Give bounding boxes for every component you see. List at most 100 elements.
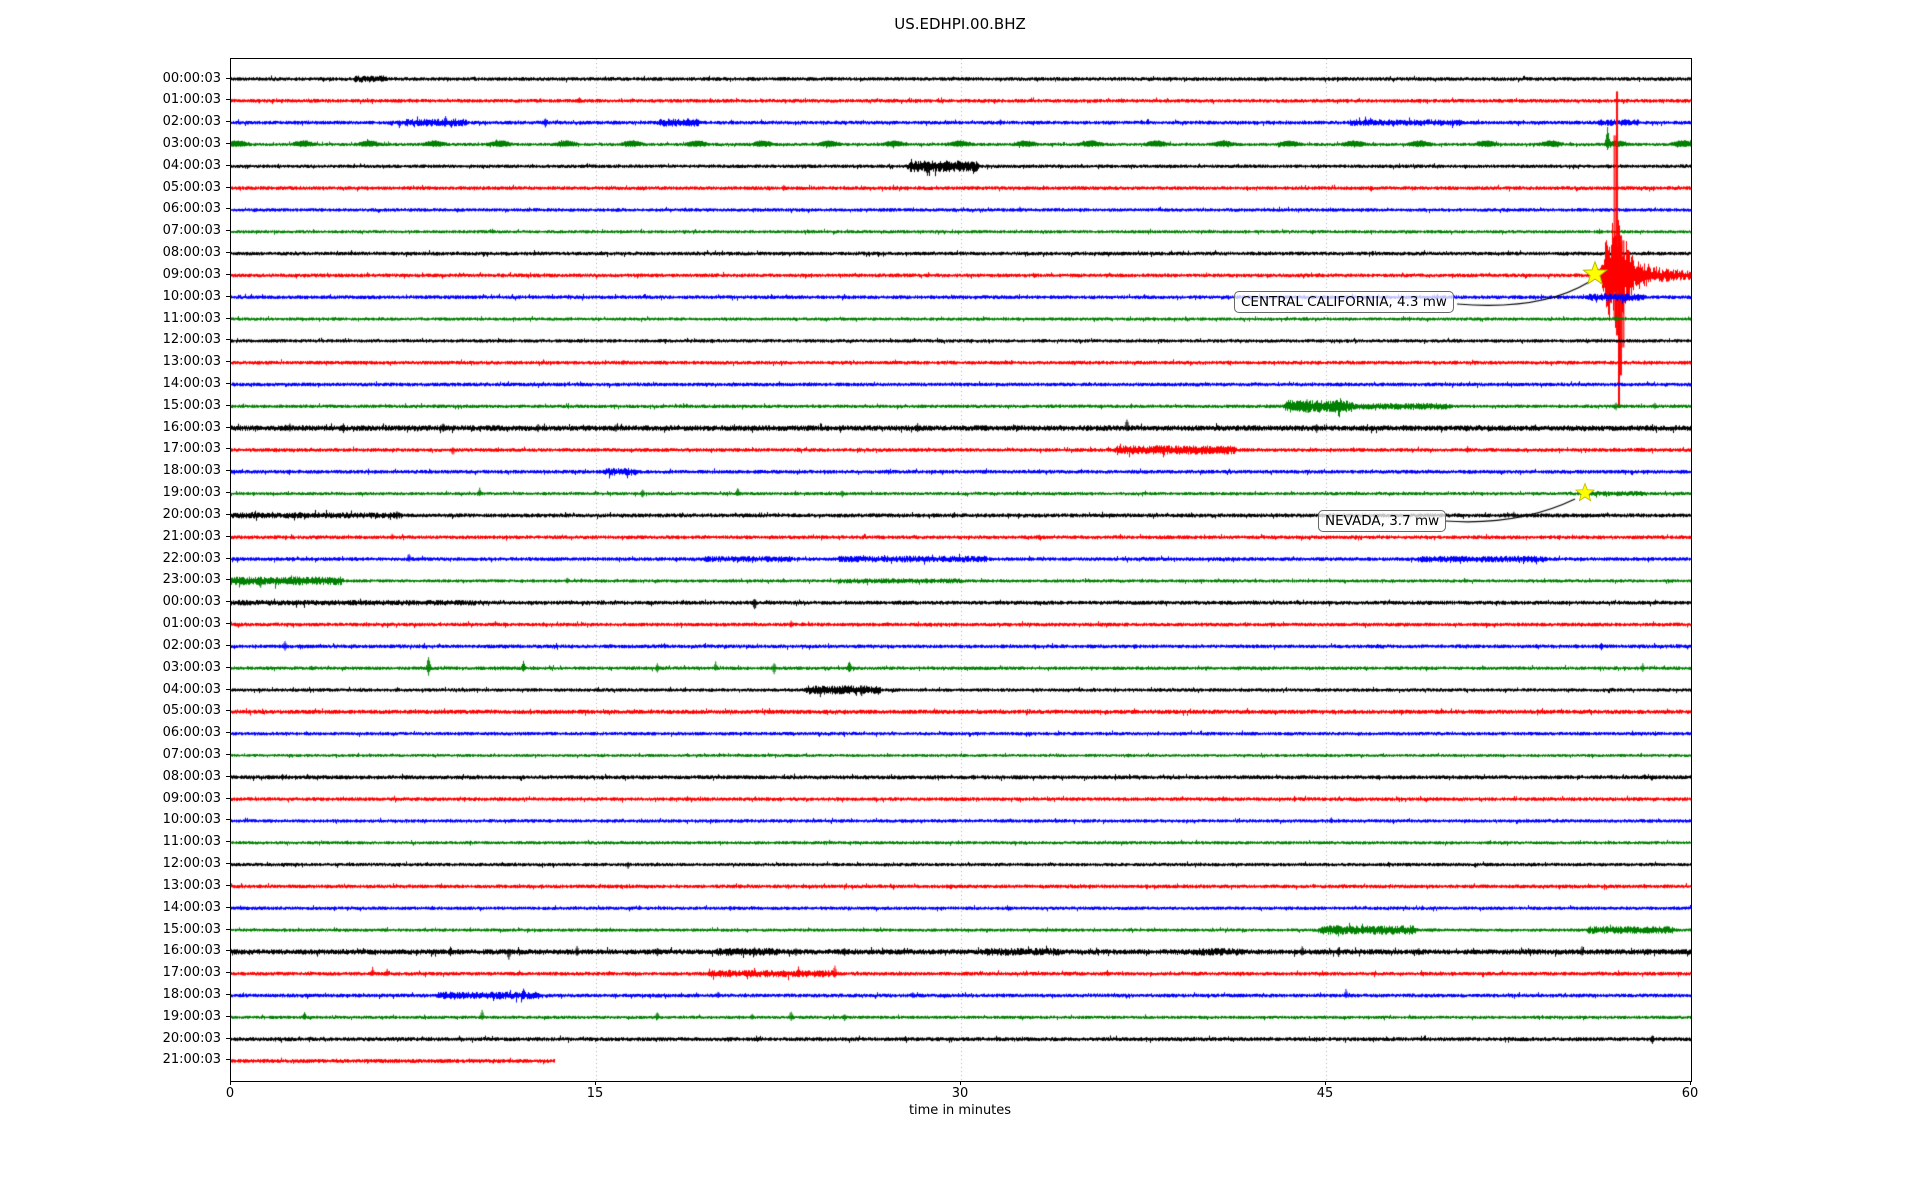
x-tick-label: 15: [586, 1086, 604, 1101]
seismogram-canvas: [231, 59, 1691, 1081]
x-tick-label: 0: [225, 1086, 235, 1101]
y-tick-mark: [226, 99, 230, 101]
y-tick-mark: [226, 732, 230, 734]
x-tick-mark: [959, 1081, 961, 1085]
y-tick-mark: [226, 950, 230, 952]
y-tick-mark: [226, 426, 230, 428]
x-tick-label: 30: [951, 1086, 969, 1101]
y-tick-mark: [226, 841, 230, 843]
y-tick-mark: [226, 317, 230, 319]
y-tick-mark: [226, 994, 230, 996]
y-tick-mark: [226, 361, 230, 363]
y-tick-mark: [226, 1059, 230, 1061]
y-tick-label: 16:00:03: [162, 419, 221, 435]
y-tick-label: 10:00:03: [162, 288, 221, 304]
y-tick-label: 09:00:03: [162, 790, 221, 806]
page-title: US.EDHPI.00.BHZ: [894, 15, 1026, 33]
plot-frame: [230, 58, 1692, 1082]
y-tick-label: 06:00:03: [162, 725, 221, 741]
y-tick-mark: [226, 1015, 230, 1017]
y-tick-label: 15:00:03: [162, 397, 221, 413]
x-tick-mark: [1689, 1081, 1691, 1085]
y-tick-label: 04:00:03: [162, 681, 221, 697]
y-tick-mark: [226, 448, 230, 450]
y-tick-mark: [226, 142, 230, 144]
y-tick-label: 17:00:03: [162, 441, 221, 457]
y-tick-mark: [226, 535, 230, 537]
y-tick-mark: [226, 339, 230, 341]
y-tick-label: 21:00:03: [162, 1052, 221, 1068]
y-tick-label: 03:00:03: [162, 659, 221, 675]
y-tick-mark: [226, 492, 230, 494]
y-tick-label: 01:00:03: [162, 616, 221, 632]
y-tick-label: 20:00:03: [162, 1030, 221, 1046]
y-tick-mark: [226, 186, 230, 188]
y-tick-mark: [226, 470, 230, 472]
y-tick-label: 20:00:03: [162, 506, 221, 522]
y-tick-label: 10:00:03: [162, 812, 221, 828]
y-tick-mark: [226, 557, 230, 559]
y-tick-label: 00:00:03: [162, 70, 221, 86]
event-star-icon: [1575, 481, 1596, 502]
y-tick-label: 09:00:03: [162, 266, 221, 282]
y-tick-label: 14:00:03: [162, 899, 221, 915]
event-label: NEVADA, 3.7 mw: [1318, 510, 1447, 532]
y-tick-label: 05:00:03: [162, 179, 221, 195]
y-axis-labels: 00:00:03 01:00:03 02:00:03 03:00:03 04:00:03…: [0, 0, 222, 1200]
y-tick-mark: [226, 121, 230, 123]
y-tick-mark: [226, 513, 230, 515]
x-axis-label: time in minutes: [908, 1103, 1012, 1118]
y-tick-label: 11:00:03: [162, 310, 221, 326]
y-tick-label: 13:00:03: [162, 877, 221, 893]
y-tick-label: 01:00:03: [162, 92, 221, 108]
y-tick-label: 08:00:03: [162, 768, 221, 784]
y-tick-label: 04:00:03: [162, 157, 221, 173]
y-tick-mark: [226, 208, 230, 210]
y-tick-label: 07:00:03: [162, 746, 221, 762]
y-tick-mark: [226, 819, 230, 821]
y-tick-mark: [226, 295, 230, 297]
y-tick-mark: [226, 273, 230, 275]
y-tick-label: 23:00:03: [162, 572, 221, 588]
y-tick-label: 03:00:03: [162, 135, 221, 151]
y-tick-label: 19:00:03: [162, 485, 221, 501]
y-tick-mark: [226, 252, 230, 254]
y-tick-mark: [226, 863, 230, 865]
y-tick-label: 14:00:03: [162, 376, 221, 391]
y-tick-mark: [226, 775, 230, 777]
y-tick-label: 15:00:03: [162, 921, 221, 937]
y-tick-label: 12:00:03: [162, 856, 221, 872]
y-tick-label: 17:00:03: [162, 965, 221, 981]
y-tick-mark: [226, 164, 230, 166]
event-star-icon: [1582, 260, 1608, 286]
y-tick-mark: [226, 623, 230, 625]
y-tick-mark: [226, 884, 230, 886]
y-tick-mark: [226, 579, 230, 581]
x-tick-mark: [229, 1081, 231, 1085]
y-tick-label: 22:00:03: [162, 550, 221, 566]
y-tick-label: 16:00:03: [162, 943, 221, 959]
y-tick-mark: [226, 404, 230, 406]
y-tick-label: 13:00:03: [162, 354, 221, 370]
y-tick-mark: [226, 1037, 230, 1039]
y-tick-label: 02:00:03: [162, 637, 221, 653]
y-tick-label: 06:00:03: [162, 201, 221, 217]
y-tick-mark: [226, 972, 230, 974]
y-tick-mark: [226, 666, 230, 668]
y-tick-label: 08:00:03: [162, 245, 221, 261]
y-tick-mark: [226, 797, 230, 799]
y-tick-mark: [226, 644, 230, 646]
y-tick-label: 18:00:03: [162, 463, 221, 479]
event-label: CENTRAL CALIFORNIA, 4.3 mw: [1234, 291, 1454, 313]
x-tick-label: 45: [1316, 1086, 1334, 1101]
y-tick-label: 19:00:03: [162, 1008, 221, 1024]
y-tick-mark: [226, 688, 230, 690]
y-tick-label: 07:00:03: [162, 223, 221, 239]
y-tick-label: 02:00:03: [162, 114, 221, 130]
y-tick-mark: [226, 710, 230, 712]
y-tick-mark: [226, 77, 230, 79]
y-tick-mark: [226, 928, 230, 930]
y-tick-mark: [226, 906, 230, 908]
y-tick-label: 21:00:03: [162, 528, 221, 544]
